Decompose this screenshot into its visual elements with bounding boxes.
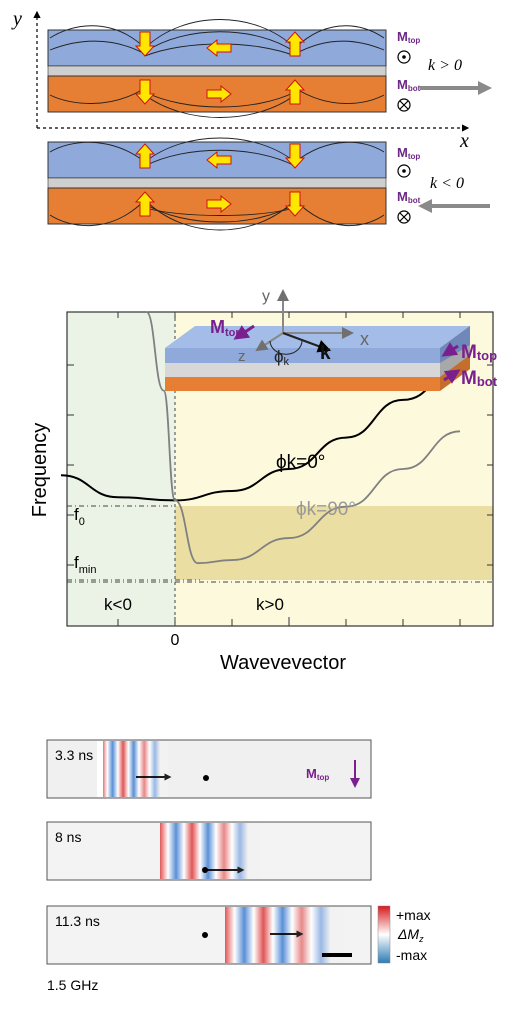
svg-text:Mtop: Mtop xyxy=(397,29,420,45)
frame-3-time: 11.3 ns xyxy=(55,913,100,929)
k-negative-label: k < 0 xyxy=(430,175,464,192)
panel-c: 3.3 ns Mtop 8 ns 11.3 ns +max ΔMz xyxy=(46,739,431,993)
sim-frame-1: 3.3 ns Mtop xyxy=(46,739,372,799)
colorbar-max: +max xyxy=(396,907,431,923)
svg-text:Mbot: Mbot xyxy=(397,77,421,93)
frequency-label: 1.5 GHz xyxy=(47,977,98,993)
curve-series-1 xyxy=(145,311,461,565)
inset-k-label: k xyxy=(320,343,331,364)
sim-frame-2: 8 ns xyxy=(46,821,372,881)
panel-b: Frequency Wavevevector 0 k<0 k>0 f0 fmin… xyxy=(29,288,498,674)
colorbar-min: -max xyxy=(396,947,427,963)
scale-bar xyxy=(322,953,352,957)
m-labels-top: Mtop Mbot xyxy=(397,29,421,112)
frame-2-time: 8 ns xyxy=(55,829,81,845)
axis-x-label: x xyxy=(459,130,469,152)
inset-y-label: y xyxy=(262,288,270,305)
y-axis-title: Frequency xyxy=(29,423,51,518)
curve-90-label: ϕk=90° xyxy=(296,499,356,520)
m-labels-bottom: Mtop Mbot xyxy=(397,145,421,224)
axis-y-label: y xyxy=(11,8,22,30)
f0-label: f0 xyxy=(74,505,85,528)
into-plane-symbol xyxy=(397,98,411,112)
curve-series-0 xyxy=(60,367,461,502)
plot-frame xyxy=(66,311,494,627)
x-tick-zero: 0 xyxy=(171,632,180,649)
out-of-plane-symbol xyxy=(397,50,411,64)
svg-text:Mbot: Mbot xyxy=(397,189,421,205)
stack-k-positive xyxy=(47,19,387,118)
gap-band xyxy=(175,506,493,580)
k-positive-label: k > 0 xyxy=(428,57,462,74)
frame-1-time: 3.3 ns xyxy=(55,747,93,763)
colorbar-label: ΔMz xyxy=(397,926,424,944)
inset-phi-label: ϕk xyxy=(274,347,290,368)
fmin-label: fmin xyxy=(74,553,96,576)
inset-mtop-left: Mtop xyxy=(210,317,242,339)
inset-mtop-right: Mtop xyxy=(461,342,497,363)
stack-k-negative xyxy=(47,137,387,231)
frame-1-mtop: Mtop xyxy=(306,766,329,782)
inset-z-label: z xyxy=(238,348,246,365)
svg-text:Mtop: Mtop xyxy=(397,145,420,161)
inset-stack: y x z ϕk k Mtop Mtop Mbot xyxy=(165,288,498,391)
sim-frame-3: 11.3 ns xyxy=(46,905,372,965)
panel-a: y x xyxy=(11,8,492,231)
region-neg-label: k<0 xyxy=(104,595,132,614)
inset-mbot-right: Mbot xyxy=(461,368,498,389)
region-k-negative-bg xyxy=(67,312,175,626)
colorbar: +max ΔMz -max xyxy=(377,905,431,964)
region-pos-label: k>0 xyxy=(256,595,284,614)
curve-0-label: ϕk=0° xyxy=(276,452,325,473)
inset-x-label: x xyxy=(360,329,369,349)
x-axis-title: Wavevevector xyxy=(220,652,346,674)
curves-layer xyxy=(60,311,461,565)
